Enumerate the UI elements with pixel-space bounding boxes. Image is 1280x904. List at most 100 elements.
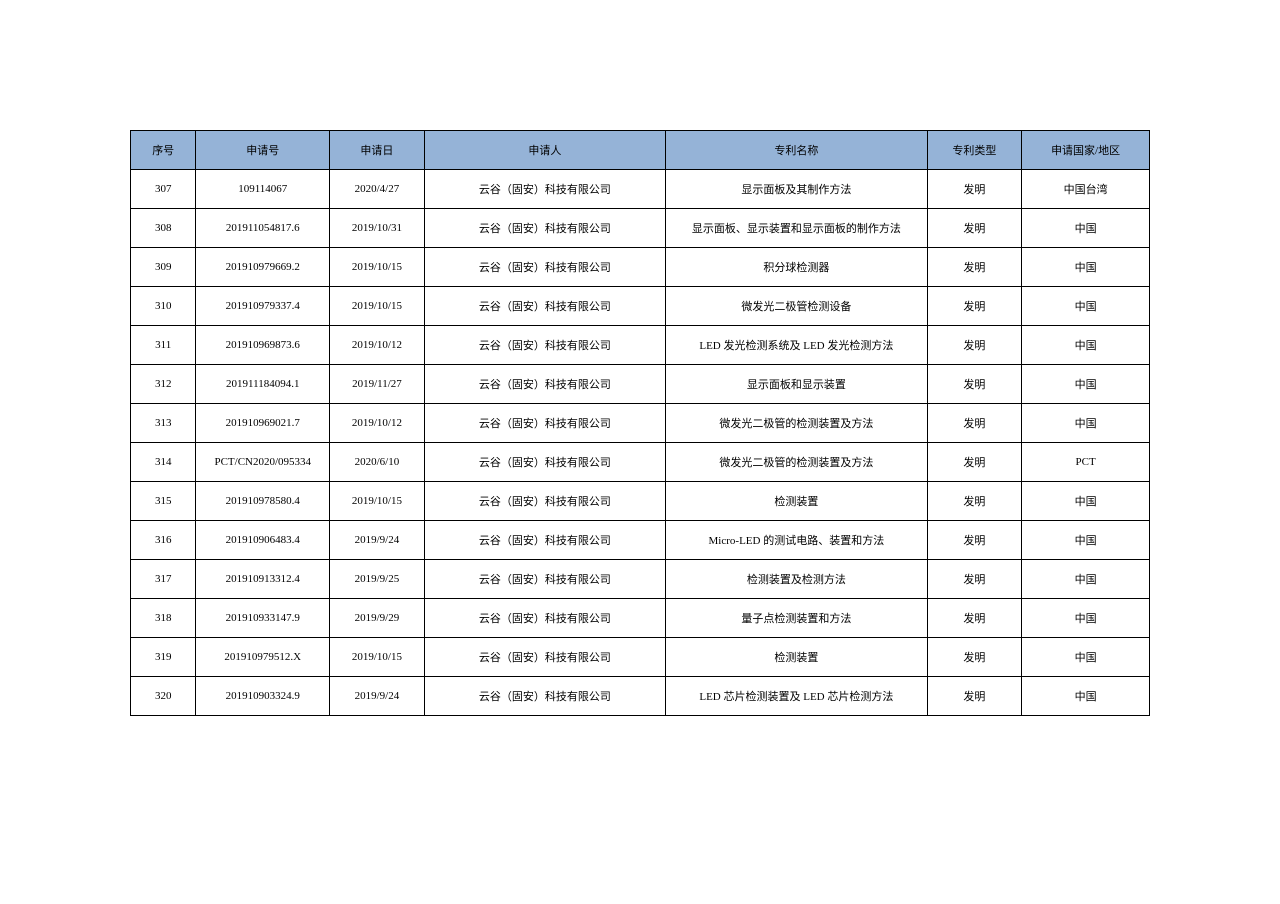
table-cell: 发明	[927, 170, 1022, 209]
table-row: 312201911184094.12019/11/27云谷（固安）科技有限公司显…	[131, 365, 1150, 404]
table-cell: 显示面板、显示装置和显示面板的制作方法	[666, 209, 928, 248]
table-cell: 2019/9/24	[330, 677, 425, 716]
table-cell: 云谷（固安）科技有限公司	[424, 209, 665, 248]
table-cell: 313	[131, 404, 196, 443]
table-cell: 发明	[927, 482, 1022, 521]
table-cell: 发明	[927, 599, 1022, 638]
table-header: 序号 申请号 申请日 申请人 专利名称 专利类型 申请国家/地区	[131, 131, 1150, 170]
table-cell: 中国	[1022, 248, 1150, 287]
table-cell: 中国	[1022, 599, 1150, 638]
table-cell: 发明	[927, 404, 1022, 443]
table-cell: 云谷（固安）科技有限公司	[424, 482, 665, 521]
table-row: 314PCT/CN2020/0953342020/6/10云谷（固安）科技有限公…	[131, 443, 1150, 482]
table-cell: LED 发光检测系统及 LED 发光检测方法	[666, 326, 928, 365]
table-cell: 308	[131, 209, 196, 248]
table-cell: 发明	[927, 326, 1022, 365]
table-cell: 云谷（固安）科技有限公司	[424, 404, 665, 443]
table-row: 315201910978580.42019/10/15云谷（固安）科技有限公司检…	[131, 482, 1150, 521]
table-cell: 云谷（固安）科技有限公司	[424, 599, 665, 638]
table-cell: 201910979512.X	[196, 638, 330, 677]
table-cell: 量子点检测装置和方法	[666, 599, 928, 638]
table-cell: 2019/10/31	[330, 209, 425, 248]
table-cell: 2020/6/10	[330, 443, 425, 482]
col-type: 专利类型	[927, 131, 1022, 170]
table-cell: 201910978580.4	[196, 482, 330, 521]
table-cell: 云谷（固安）科技有限公司	[424, 365, 665, 404]
table-row: 318201910933147.92019/9/29云谷（固安）科技有限公司量子…	[131, 599, 1150, 638]
table-cell: 315	[131, 482, 196, 521]
table-cell: 中国	[1022, 404, 1150, 443]
table-cell: 307	[131, 170, 196, 209]
table-cell: 201910903324.9	[196, 677, 330, 716]
table-row: 309201910979669.22019/10/15云谷（固安）科技有限公司积…	[131, 248, 1150, 287]
table-cell: 317	[131, 560, 196, 599]
table-cell: 2019/10/15	[330, 482, 425, 521]
table-row: 311201910969873.62019/10/12云谷（固安）科技有限公司L…	[131, 326, 1150, 365]
table-cell: 320	[131, 677, 196, 716]
table-cell: 检测装置及检测方法	[666, 560, 928, 599]
table-cell: 中国	[1022, 287, 1150, 326]
table-cell: 中国	[1022, 482, 1150, 521]
table-cell: 云谷（固安）科技有限公司	[424, 326, 665, 365]
table-cell: 发明	[927, 209, 1022, 248]
table-cell: 发明	[927, 560, 1022, 599]
table-cell: 201910906483.4	[196, 521, 330, 560]
table-cell: 2019/10/12	[330, 326, 425, 365]
table-cell: 微发光二极管检测设备	[666, 287, 928, 326]
table-cell: 中国	[1022, 560, 1150, 599]
table-cell: 发明	[927, 248, 1022, 287]
table-cell: 319	[131, 638, 196, 677]
table-cell: LED 芯片检测装置及 LED 芯片检测方法	[666, 677, 928, 716]
table-cell: 201910933147.9	[196, 599, 330, 638]
table-cell: 316	[131, 521, 196, 560]
table-cell: 311	[131, 326, 196, 365]
table-cell: 201911054817.6	[196, 209, 330, 248]
table-cell: 201910979669.2	[196, 248, 330, 287]
table-row: 3071091140672020/4/27云谷（固安）科技有限公司显示面板及其制…	[131, 170, 1150, 209]
table-cell: 云谷（固安）科技有限公司	[424, 521, 665, 560]
table-cell: 微发光二极管的检测装置及方法	[666, 404, 928, 443]
table-cell: 312	[131, 365, 196, 404]
table-cell: 发明	[927, 521, 1022, 560]
col-region: 申请国家/地区	[1022, 131, 1150, 170]
table-cell: 中国	[1022, 209, 1150, 248]
table-cell: 检测装置	[666, 638, 928, 677]
table-cell: 201910969021.7	[196, 404, 330, 443]
col-appno: 申请号	[196, 131, 330, 170]
table-cell: 中国	[1022, 521, 1150, 560]
page-container: 序号 申请号 申请日 申请人 专利名称 专利类型 申请国家/地区 3071091…	[0, 0, 1280, 716]
table-cell: 2019/9/25	[330, 560, 425, 599]
table-cell: 云谷（固安）科技有限公司	[424, 677, 665, 716]
table-cell: 云谷（固安）科技有限公司	[424, 638, 665, 677]
table-cell: 云谷（固安）科技有限公司	[424, 248, 665, 287]
table-row: 310201910979337.42019/10/15云谷（固安）科技有限公司微…	[131, 287, 1150, 326]
table-cell: 318	[131, 599, 196, 638]
table-row: 320201910903324.92019/9/24云谷（固安）科技有限公司LE…	[131, 677, 1150, 716]
table-cell: 310	[131, 287, 196, 326]
table-cell: PCT	[1022, 443, 1150, 482]
table-row: 317201910913312.42019/9/25云谷（固安）科技有限公司检测…	[131, 560, 1150, 599]
col-title: 专利名称	[666, 131, 928, 170]
table-body: 3071091140672020/4/27云谷（固安）科技有限公司显示面板及其制…	[131, 170, 1150, 716]
table-cell: 2019/11/27	[330, 365, 425, 404]
table-cell: 微发光二极管的检测装置及方法	[666, 443, 928, 482]
table-cell: 显示面板和显示装置	[666, 365, 928, 404]
header-row: 序号 申请号 申请日 申请人 专利名称 专利类型 申请国家/地区	[131, 131, 1150, 170]
table-row: 316201910906483.42019/9/24云谷（固安）科技有限公司Mi…	[131, 521, 1150, 560]
table-row: 313201910969021.72019/10/12云谷（固安）科技有限公司微…	[131, 404, 1150, 443]
table-cell: 检测装置	[666, 482, 928, 521]
table-cell: 2019/9/24	[330, 521, 425, 560]
table-cell: 中国	[1022, 365, 1150, 404]
table-cell: 314	[131, 443, 196, 482]
table-cell: 发明	[927, 287, 1022, 326]
table-cell: 201911184094.1	[196, 365, 330, 404]
table-cell: 2020/4/27	[330, 170, 425, 209]
col-applicant: 申请人	[424, 131, 665, 170]
table-cell: 2019/10/12	[330, 404, 425, 443]
table-cell: 云谷（固安）科技有限公司	[424, 560, 665, 599]
table-cell: 2019/10/15	[330, 248, 425, 287]
table-cell: 109114067	[196, 170, 330, 209]
table-cell: 云谷（固安）科技有限公司	[424, 443, 665, 482]
table-cell: 2019/10/15	[330, 287, 425, 326]
table-cell: 2019/9/29	[330, 599, 425, 638]
